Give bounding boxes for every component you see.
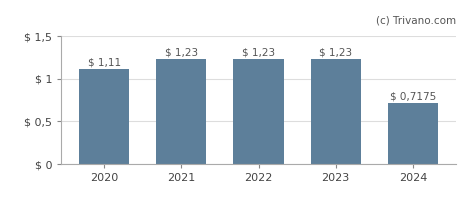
Text: $ 1,23: $ 1,23 bbox=[319, 47, 352, 57]
Text: (c) Trivano.com: (c) Trivano.com bbox=[376, 16, 456, 26]
Bar bbox=[79, 69, 129, 164]
Bar bbox=[311, 59, 361, 164]
Bar bbox=[388, 103, 438, 164]
Bar bbox=[234, 59, 283, 164]
Text: $ 0,7175: $ 0,7175 bbox=[390, 91, 436, 101]
Text: $ 1,23: $ 1,23 bbox=[165, 47, 198, 57]
Text: $ 1,11: $ 1,11 bbox=[87, 58, 121, 68]
Text: $ 1,23: $ 1,23 bbox=[242, 47, 275, 57]
Bar bbox=[156, 59, 206, 164]
